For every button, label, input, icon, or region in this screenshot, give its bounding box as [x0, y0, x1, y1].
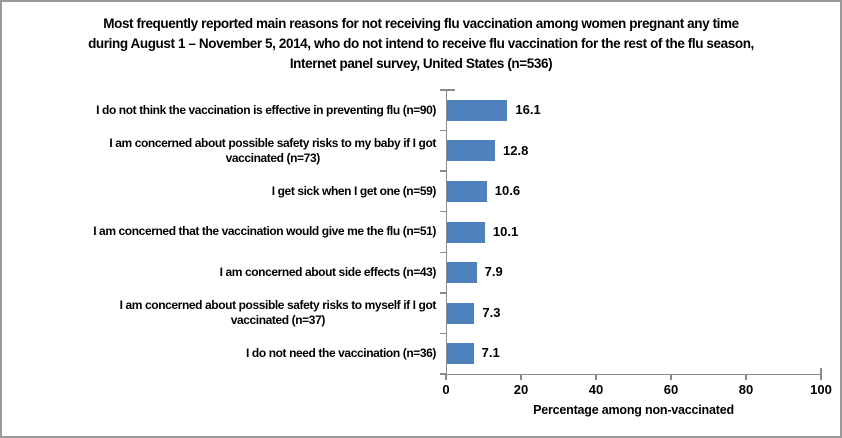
- value-label: 12.8: [503, 142, 529, 158]
- bar-row: I do not need the vaccination (n=36): [2, 333, 840, 374]
- category-boundary-tick: [439, 292, 446, 294]
- value-label: 7.1: [481, 345, 500, 361]
- category-label: I am concerned that the vaccination woul…: [2, 212, 436, 253]
- category-label: I am concerned about possible safety ris…: [2, 293, 437, 334]
- value-label: 16.1: [515, 102, 541, 117]
- x-tick: [595, 374, 597, 380]
- category-label: I do not need the vaccination (n=36): [2, 333, 436, 374]
- category-label-text: I am concerned about possible safety ris…: [109, 135, 436, 165]
- category-boundary-tick: [439, 89, 446, 91]
- category-boundary-tick: [439, 170, 446, 172]
- category-label-text: I get sick when I get one (n=59): [271, 183, 437, 198]
- x-tick-label: 100: [810, 382, 832, 397]
- bar-row: I get sick when I get one (n=59): [2, 171, 840, 212]
- x-tick: [745, 374, 747, 380]
- bar: [447, 180, 487, 202]
- category-label: I am concerned about possible safety ris…: [2, 131, 436, 172]
- category-label-text: I do not think the vaccination is effect…: [96, 102, 436, 117]
- bar-row: I am concerned about side effects (n=43): [2, 252, 840, 293]
- y-axis-top-tick: [446, 89, 455, 91]
- x-tick-label: 40: [588, 382, 604, 397]
- bar: [447, 221, 485, 243]
- bar-row: I do not think the vaccination is effect…: [2, 90, 840, 131]
- x-tick-label: 20: [513, 382, 529, 397]
- value-label: 7.3: [482, 304, 501, 320]
- category-label-text: I am concerned that the vaccination woul…: [93, 224, 436, 239]
- x-tick-label: 80: [738, 382, 754, 397]
- x-axis-line: [440, 373, 822, 375]
- x-tick-label: 60: [663, 382, 679, 397]
- bar-row: I am concerned that the vaccination woul…: [2, 212, 840, 253]
- category-label: I am concerned about side effects (n=43): [2, 252, 437, 293]
- bar: [447, 140, 495, 162]
- bar-row: I am concerned about possible safety ris…: [2, 131, 840, 172]
- bar-row: I am concerned about possible safety ris…: [2, 293, 840, 334]
- x-tick-label: 0: [442, 382, 450, 397]
- category-label-text: I do not need the vaccination (n=36): [246, 346, 436, 361]
- category-boundary-tick: [439, 332, 446, 335]
- value-label: 7.9: [484, 264, 503, 280]
- y-axis-line: [445, 90, 447, 374]
- chart-title: Most frequently reported main reasons fo…: [88, 16, 754, 71]
- category-label-text: I am concerned about side effects (n=43): [219, 265, 437, 280]
- category-label: I get sick when I get one (n=59): [2, 171, 437, 212]
- category-boundary-tick: [439, 210, 446, 213]
- x-tick: [820, 374, 822, 380]
- category-boundary-tick: [439, 373, 446, 375]
- category-boundary-tick: [439, 129, 446, 132]
- x-tick: [670, 374, 672, 380]
- x-axis-end-tick: [820, 368, 822, 374]
- x-tick: [445, 374, 447, 380]
- category-boundary-tick: [439, 251, 446, 254]
- value-label: 10.6: [494, 183, 521, 199]
- category-label: I do not think the vaccination is effect…: [2, 90, 436, 131]
- value-label: 10.1: [492, 223, 519, 239]
- category-label-text: I am concerned about possible safety ris…: [119, 298, 437, 328]
- bar: [447, 262, 477, 284]
- bar: [447, 343, 474, 365]
- bar: [447, 99, 508, 121]
- x-axis-title: Percentage among non-vaccinated: [533, 403, 734, 417]
- x-tick: [520, 374, 522, 380]
- bar: [447, 302, 475, 324]
